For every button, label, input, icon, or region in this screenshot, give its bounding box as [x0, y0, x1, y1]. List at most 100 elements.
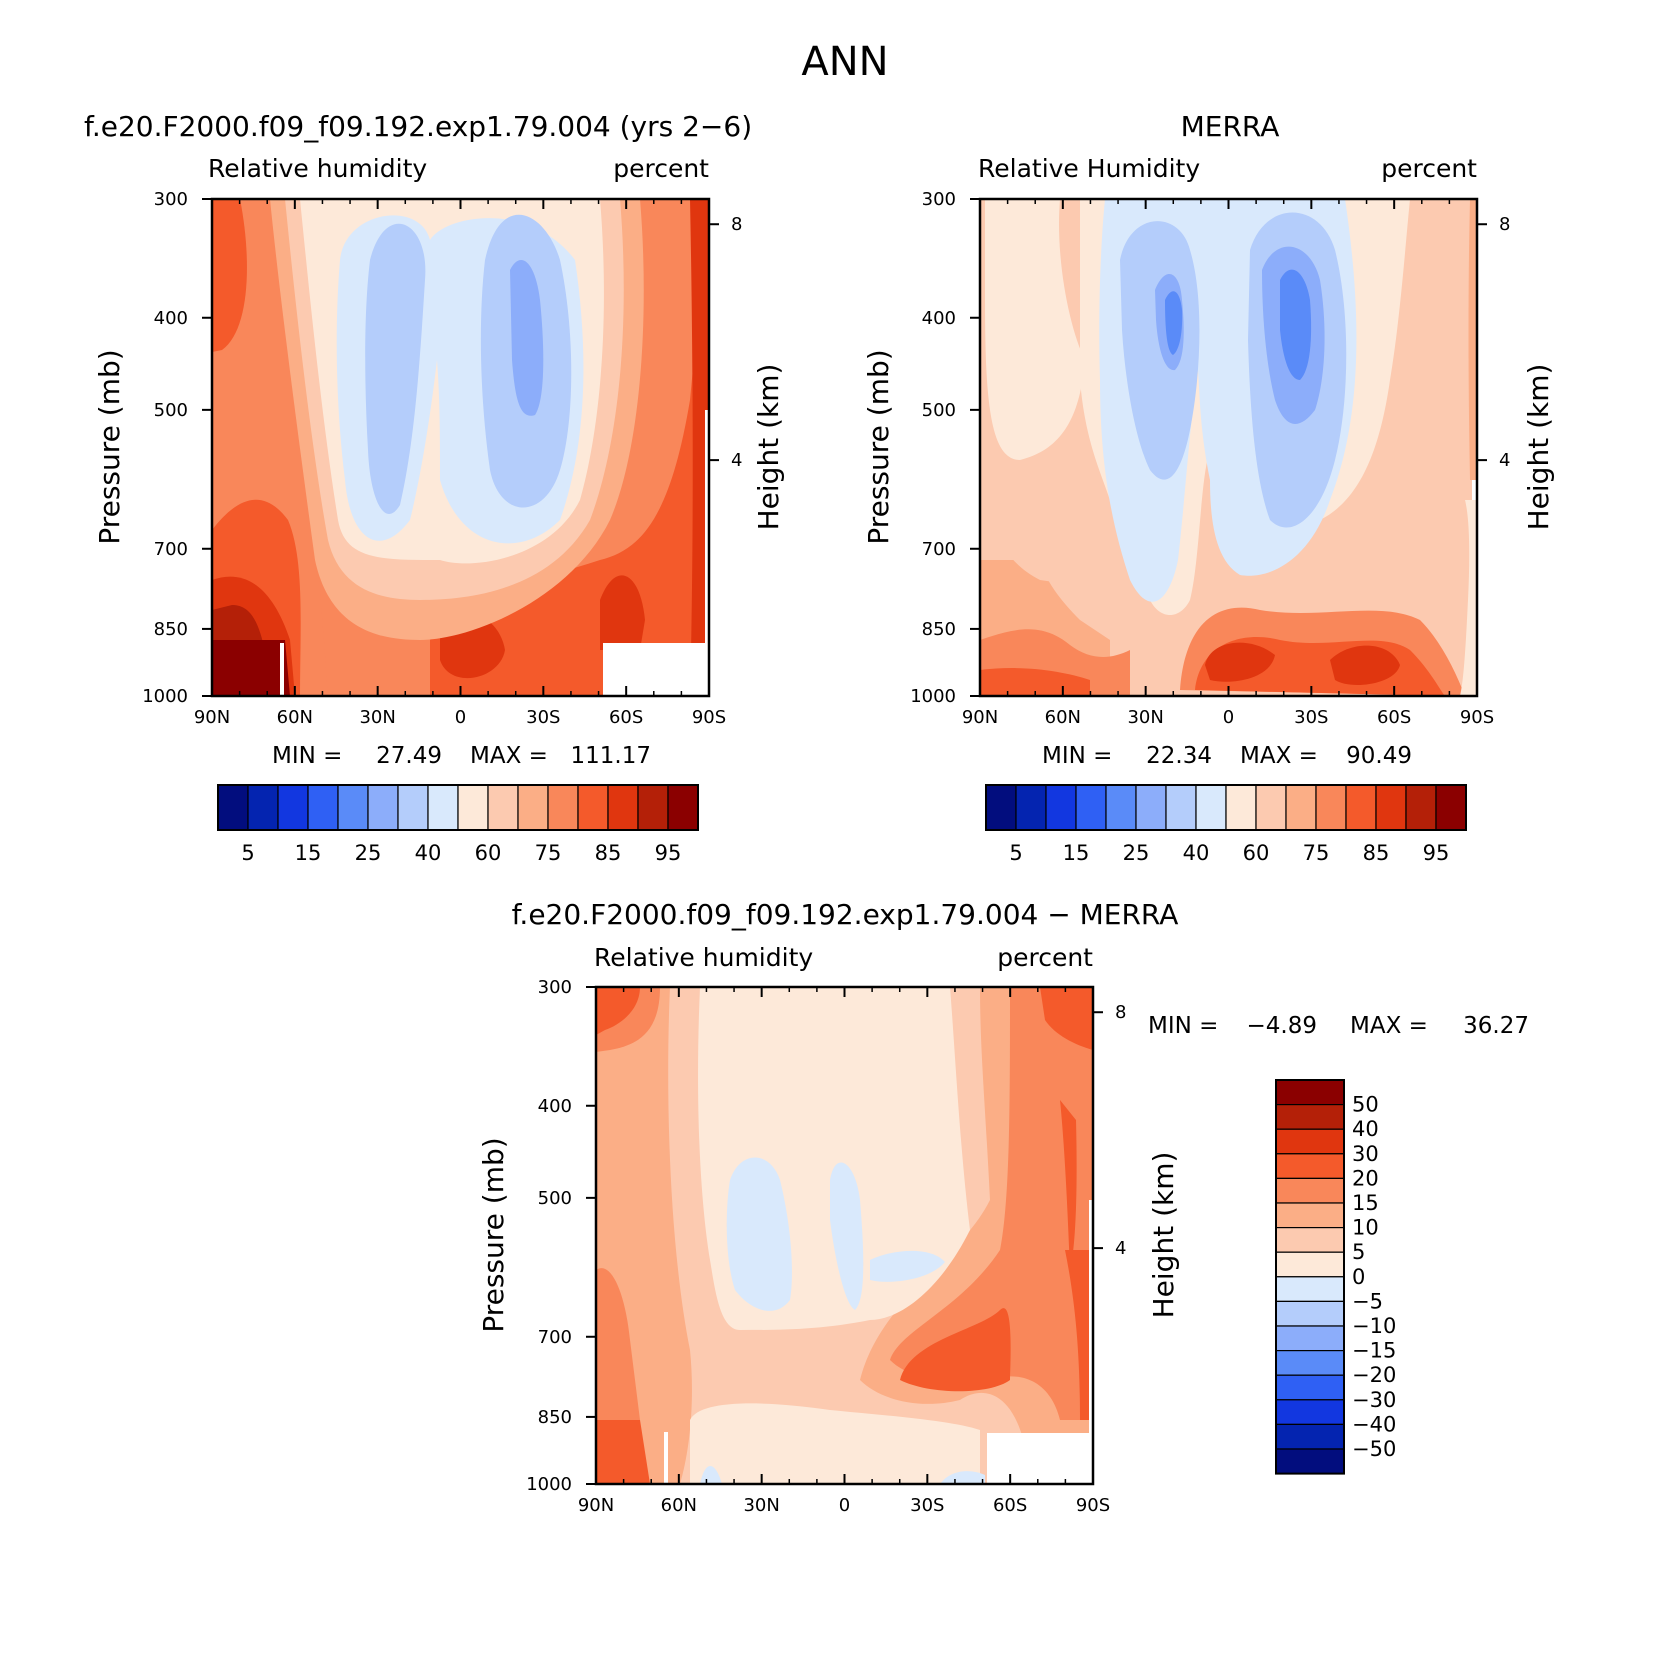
y-tick-label: 300 — [154, 189, 188, 210]
y-tick-label: 700 — [922, 539, 956, 560]
y2-tick-label: 8 — [731, 214, 742, 235]
x-tick-label: 60S — [609, 707, 643, 728]
panel-merra-min-value: 22.34 — [1146, 743, 1212, 769]
colorbar-swatch — [1275, 1226, 1345, 1253]
colorbar-swatch — [1165, 784, 1197, 831]
colorbar-swatch — [457, 784, 489, 831]
y2-tick-label: 4 — [1115, 1238, 1126, 1259]
panel-merra: MERRA Relative Humidity percent — [862, 110, 1555, 865]
colorbar-swatch — [247, 784, 279, 831]
colorbar-label: −10 — [1352, 1314, 1396, 1338]
panel-model-axes: 90N 60N 30N 0 30S 60S 90S 300 400 500 700 850 1000 8 4 — [142, 189, 742, 728]
y-tick-label: 850 — [538, 1407, 572, 1428]
colorbar-label: 95 — [655, 841, 682, 865]
panel-model: f.e20.F2000.f09_f09.192.exp1.79.004 (yrs… — [84, 110, 785, 865]
panel-difference-min-label: MIN = — [1148, 1013, 1218, 1039]
colorbar-swatch — [1275, 1202, 1345, 1229]
colorbar-label: 40 — [415, 841, 442, 865]
colorbar-swatch — [1135, 784, 1167, 831]
colorbar-label: 60 — [475, 841, 502, 865]
panel-merra-units: percent — [1381, 154, 1477, 183]
colorbar-label: 15 — [1352, 1191, 1379, 1215]
colorbar-swatch — [1315, 784, 1347, 831]
panel-merra-y2label: Height (km) — [1522, 364, 1555, 531]
x-tick-label: 60S — [993, 1495, 1027, 1516]
colorbar-swatch — [985, 784, 1017, 831]
colorbar-label: 0 — [1352, 1265, 1365, 1289]
colorbar-swatch — [1275, 1448, 1345, 1475]
colorbar-swatch — [1195, 784, 1227, 831]
colorbar-swatch — [577, 784, 609, 831]
y2-tick-label: 4 — [731, 450, 742, 471]
colorbar-swatch — [1275, 1374, 1345, 1401]
colorbar-swatch — [1275, 1325, 1345, 1352]
x-tick-label: 60S — [1377, 707, 1411, 728]
colorbar-swatch — [427, 784, 459, 831]
colorbar-label: 75 — [1303, 841, 1330, 865]
colorbar-swatch — [667, 784, 699, 831]
y-tick-label: 850 — [154, 619, 188, 640]
colorbar-swatch — [1275, 1251, 1345, 1278]
panel-difference-field — [596, 987, 1093, 1484]
colorbar-label: 25 — [355, 841, 382, 865]
x-tick-label: 90N — [578, 1495, 614, 1516]
x-tick-label: 90S — [1076, 1495, 1110, 1516]
colorbar-swatch — [1275, 1128, 1345, 1155]
x-tick-label: 0 — [1223, 707, 1234, 728]
colorbar-swatch — [637, 784, 669, 831]
x-tick-label: 90S — [1460, 707, 1494, 728]
panel-difference-y2label: Height (km) — [1147, 1152, 1180, 1319]
colorbar-label: 85 — [1363, 841, 1390, 865]
panel-difference-axes: 90N 60N 30N 0 30S 60S 90S 300 400 500 700 850 1000 8 4 — [526, 977, 1126, 1516]
y-tick-label: 850 — [922, 619, 956, 640]
x-tick-label: 90N — [962, 707, 998, 728]
colorbar-frame — [217, 784, 699, 831]
panel-difference: f.e20.F2000.f09_f09.192.exp1.79.004 − ME… — [477, 898, 1529, 1516]
colorbar-swatch — [1225, 784, 1257, 831]
colorbar-label: −40 — [1352, 1412, 1396, 1436]
x-tick-label: 30S — [526, 707, 560, 728]
colorbar-label: 15 — [295, 841, 322, 865]
colorbar-swatch — [1105, 784, 1137, 831]
panel-model-min-value: 27.49 — [376, 743, 442, 769]
colorbar-swatch — [1075, 784, 1107, 831]
panel-merra-title: MERRA — [1181, 110, 1280, 143]
y-tick-label: 400 — [922, 308, 956, 329]
colorbar-swatch — [1345, 784, 1377, 831]
colorbar-label: 5 — [241, 841, 254, 865]
panel-model-units: percent — [613, 154, 709, 183]
y-tick-label: 400 — [538, 1096, 572, 1117]
x-tick-label: 0 — [455, 707, 466, 728]
colorbar-label: 95 — [1423, 841, 1450, 865]
x-tick-label: 60N — [661, 1495, 697, 1516]
x-tick-label: 60N — [277, 707, 313, 728]
x-tick-label: 30N — [1127, 707, 1163, 728]
colorbar-label: 40 — [1183, 841, 1210, 865]
colorbar-swatch — [277, 784, 309, 831]
colorbar-swatch — [1275, 1177, 1345, 1204]
panel-merra-min-label: MIN = — [1042, 743, 1112, 769]
y-tick-label: 400 — [154, 308, 188, 329]
colorbar-swatch — [1275, 1079, 1345, 1106]
x-tick-label: 30N — [743, 1495, 779, 1516]
colorbar-swatch — [367, 784, 399, 831]
colorbar-label: 60 — [1243, 841, 1270, 865]
figure-title: ANN — [801, 39, 888, 85]
colorbar-label: −50 — [1352, 1437, 1396, 1461]
y-tick-label: 700 — [154, 539, 188, 560]
colorbar-swatch — [547, 784, 579, 831]
colorbar-swatch — [517, 784, 549, 831]
y-tick-label: 500 — [922, 400, 956, 421]
x-tick-label: 90S — [692, 707, 726, 728]
colorbar-label: 20 — [1352, 1166, 1379, 1190]
y2-tick-label: 4 — [1499, 450, 1510, 471]
colorbar-swatch — [487, 784, 519, 831]
x-tick-label: 30N — [359, 707, 395, 728]
panel-merra-colorbar: 5 15 25 40 60 75 85 95 — [985, 784, 1467, 865]
panel-model-ylabel: Pressure (mb) — [93, 349, 126, 544]
colorbar-swatch — [397, 784, 429, 831]
colorbar-swatch — [1275, 1399, 1345, 1426]
x-tick-label: 30S — [910, 1495, 944, 1516]
x-tick-label: 60N — [1045, 707, 1081, 728]
y2-tick-label: 8 — [1499, 214, 1510, 235]
